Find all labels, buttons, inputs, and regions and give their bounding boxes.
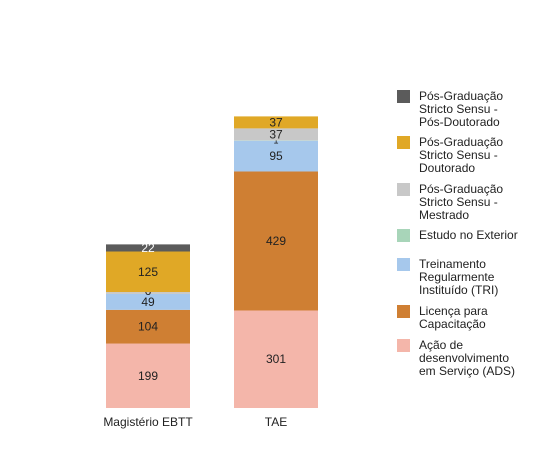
legend-entry-0: Pós-Graduação Stricto Sensu -Pós-Doutorad… (419, 89, 503, 129)
data-label-licenca-para-capacitacao-1: 429 (266, 234, 286, 248)
data-label-licenca-para-capacitacao-0: 104 (138, 320, 158, 334)
data-label-pos-graduacao-stricto-sensu-doutorado-1: 37 (269, 115, 283, 129)
legend-entry-3: Estudo no Exterior (419, 228, 518, 242)
category-label-magisterio-ebtt: Magistério EBTT (103, 415, 193, 429)
legend-swatch-4 (397, 258, 410, 271)
legend-swatch-3 (397, 229, 410, 242)
bar-segment-acao-de-desenvolvimento-em-servico-ads-1 (234, 310, 318, 408)
legend-swatch-6 (397, 339, 410, 352)
bar-segment-treinamento-regularmente-instituido-tri-0 (106, 293, 190, 310)
legend-swatch-1 (397, 136, 410, 149)
data-label-treinamento-regularmente-instituido-tri-1: 95 (269, 149, 283, 163)
legend-entry-4: Treinamento Regularmente Instituído (TRI) (419, 257, 498, 297)
bar-segment-pos-graduacao-stricto-sensu-mestrado-0 (106, 292, 190, 294)
data-label-estudo-no-exterior-1: 1 (273, 136, 278, 146)
bar-segment-pos-graduacao-stricto-sensu-pos-doutorado-0 (106, 244, 190, 252)
bar-segment-pos-graduacao-stricto-sensu-mestrado-1 (234, 128, 318, 141)
data-label-pos-graduacao-stricto-sensu-pos-doutorado-0: 22 (141, 241, 155, 255)
bar-segment-treinamento-regularmente-instituido-tri-1 (234, 140, 318, 172)
bar-segment-licenca-para-capacitacao-0 (106, 309, 190, 344)
bar-segment-licenca-para-capacitacao-1 (234, 171, 318, 311)
bar-segment-acao-de-desenvolvimento-em-servico-ads-0 (106, 343, 190, 408)
bar-segment-pos-graduacao-stricto-sensu-doutorado-0 (106, 251, 190, 293)
legend-swatch-5 (397, 305, 410, 318)
category-label-tae: TAE (265, 415, 287, 429)
data-label-acao-de-desenvolvimento-em-servico-ads-0: 199 (138, 369, 158, 383)
legend-entry-2: Pós-Graduação Stricto Sensu -Mestrado (419, 182, 503, 222)
legend-swatch-2 (397, 183, 410, 196)
legend-entry-5: Licença para Capacitação (419, 304, 488, 331)
data-label-pos-graduacao-stricto-sensu-mestrado-1: 37 (269, 127, 283, 141)
bar-segment-pos-graduacao-stricto-sensu-doutorado-1 (234, 116, 318, 129)
data-label-acao-de-desenvolvimento-em-servico-ads-1: 301 (266, 352, 286, 366)
data-label-treinamento-regularmente-instituido-tri-0: 49 (141, 295, 155, 309)
data-label-pos-graduacao-stricto-sensu-doutorado-0: 125 (138, 265, 158, 279)
legend-entry-6: Ação de desenvolvimento em Serviço (ADS) (419, 338, 515, 378)
legend-swatch-0 (397, 90, 410, 103)
legend-entry-1: Pós-Graduação Stricto Sensu -Doutorado (419, 135, 503, 175)
